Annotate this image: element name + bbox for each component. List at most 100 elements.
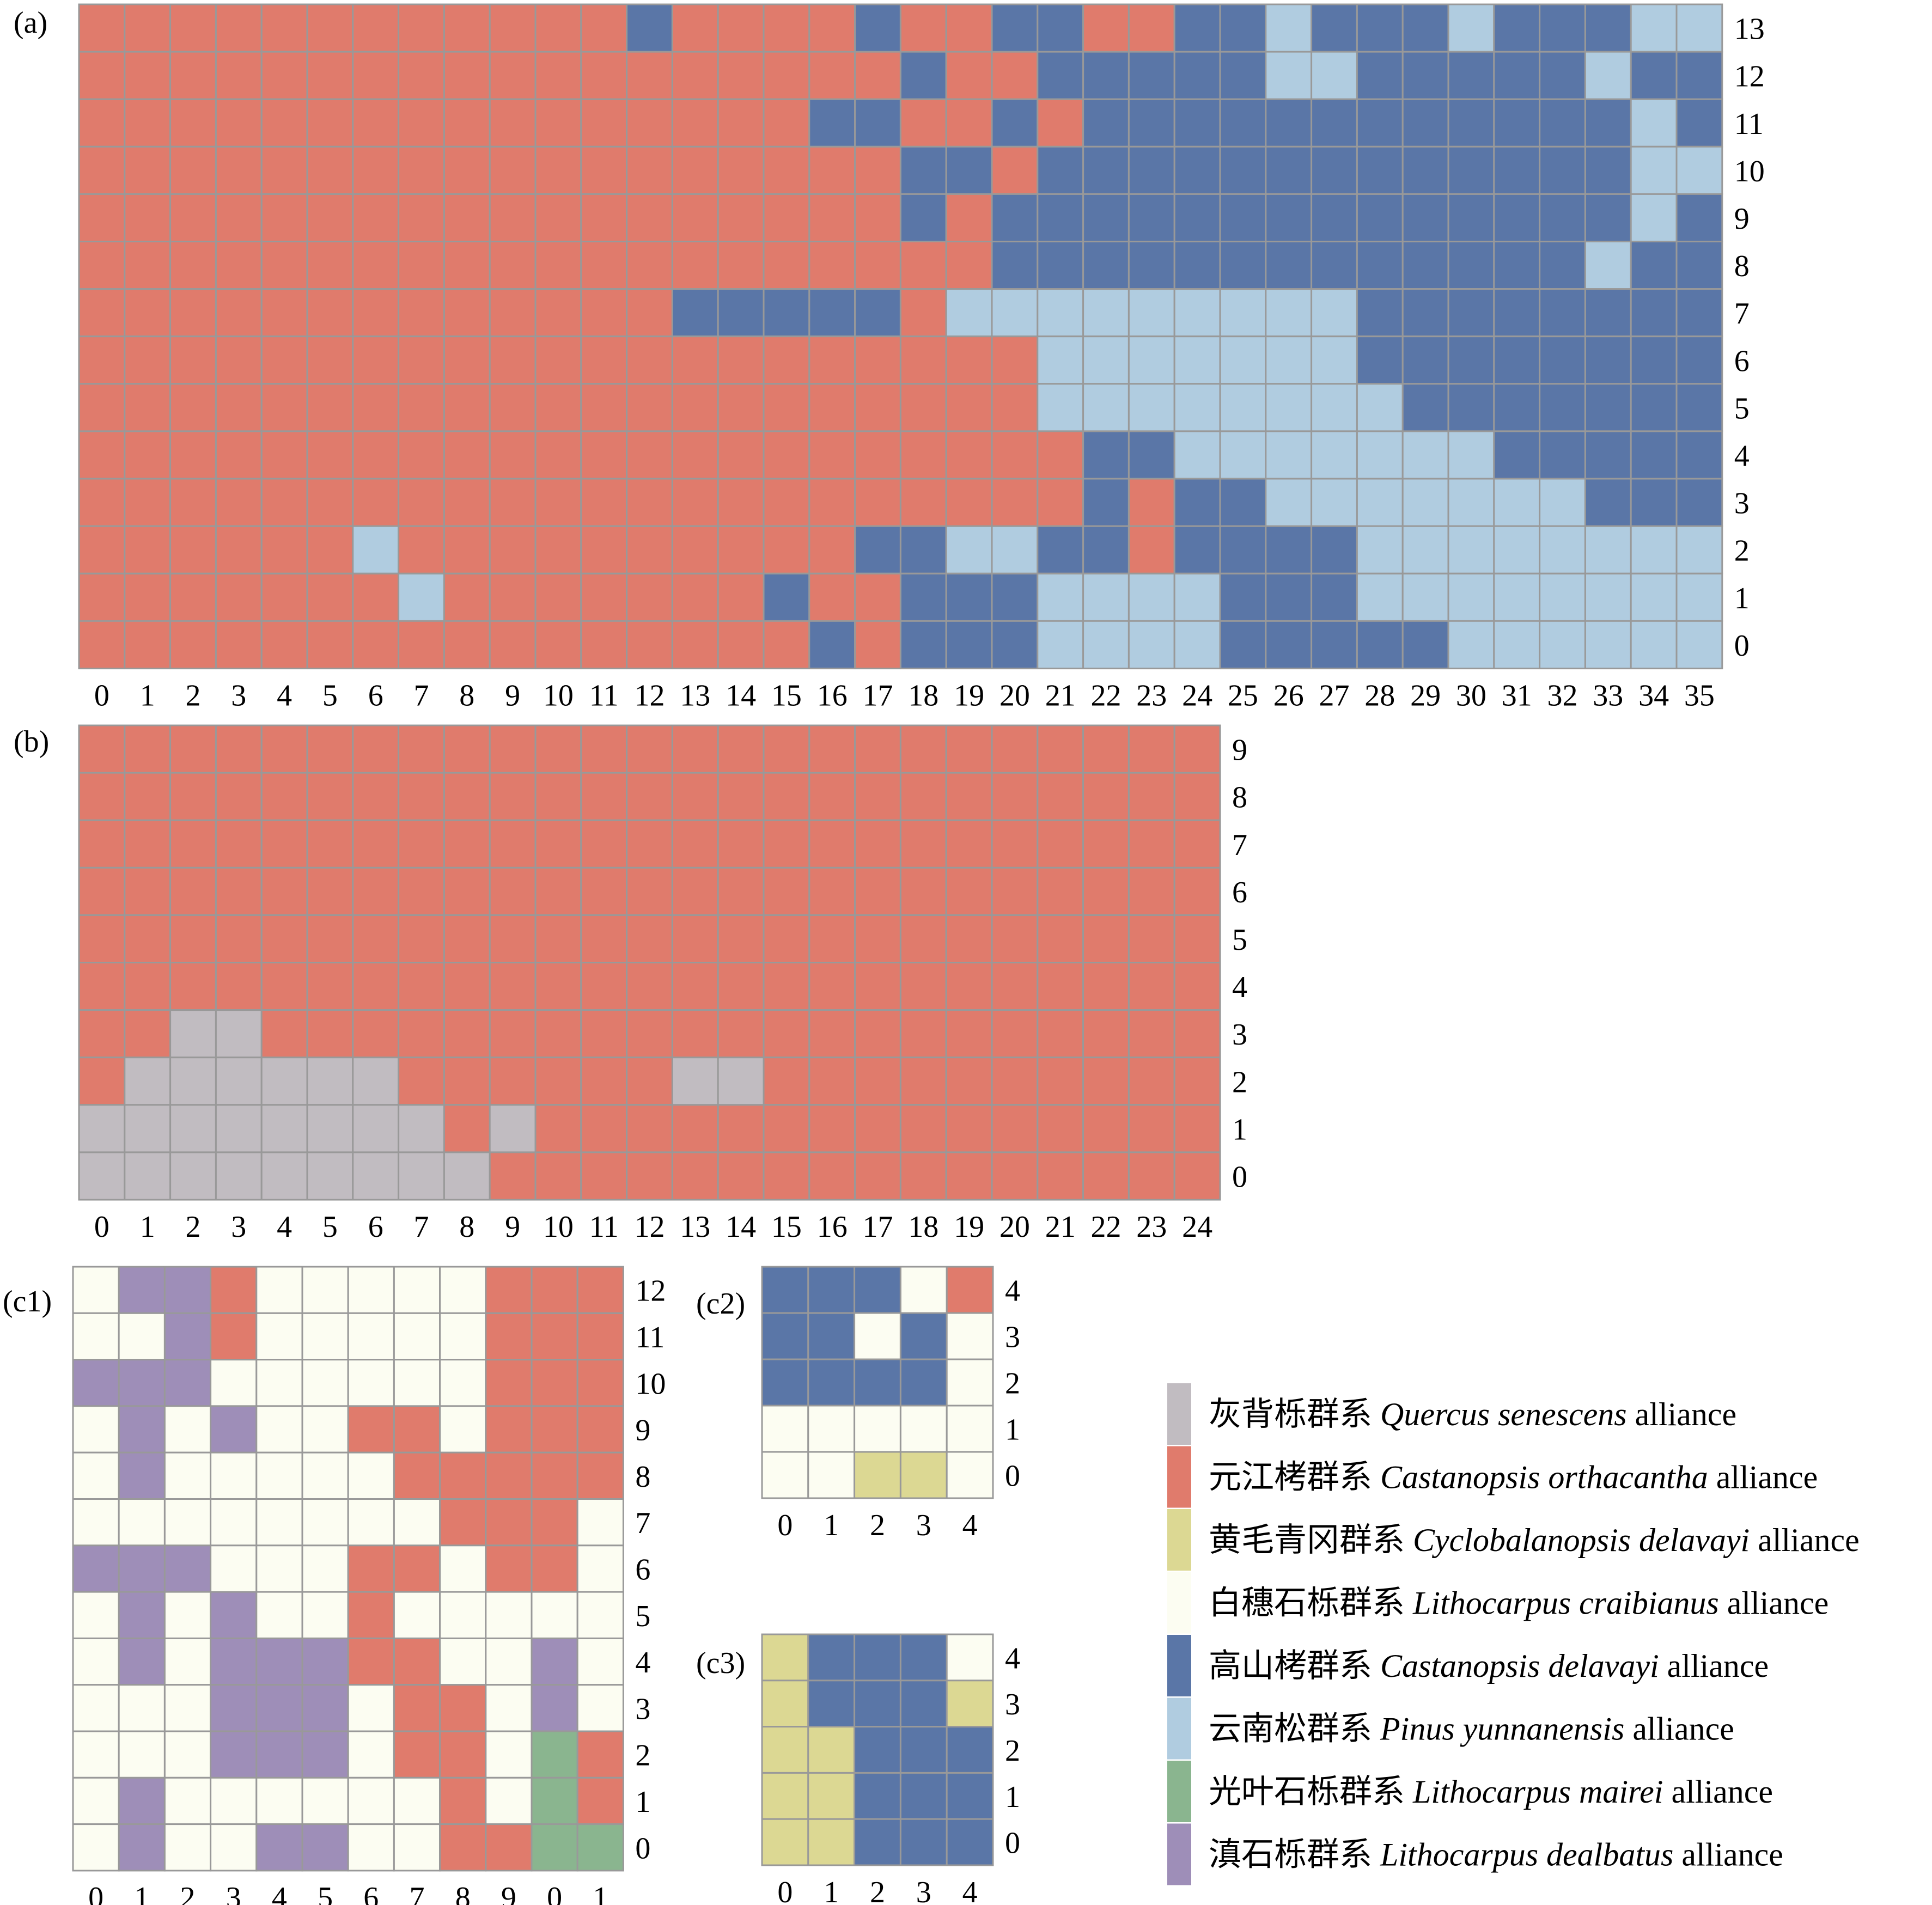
x-tick-label: 0 — [88, 1881, 103, 1905]
heatmap-cell — [485, 1498, 533, 1547]
heatmap-cell — [671, 525, 719, 575]
heatmap-cell — [352, 724, 400, 774]
heatmap-cell — [991, 525, 1039, 575]
heatmap-cell — [854, 51, 901, 100]
heatmap-cell — [260, 478, 308, 527]
x-tick-label: 9 — [505, 1210, 520, 1244]
heatmap-cell — [352, 1151, 400, 1201]
heatmap-cell — [945, 525, 993, 575]
heatmap-cell — [1127, 98, 1175, 148]
heatmap-cell — [1675, 383, 1723, 432]
legend-item: 元江栲群系 Castanopsis orthacantha alliance — [1167, 1446, 1818, 1508]
heatmap-cell — [163, 1823, 212, 1872]
heatmap-cell — [169, 193, 217, 242]
heatmap-cell — [489, 1057, 537, 1106]
heatmap-cell — [580, 193, 628, 242]
heatmap-cell — [761, 1266, 809, 1314]
heatmap-cell — [78, 1151, 126, 1201]
heatmap-cell — [991, 1104, 1039, 1153]
heatmap-cell — [580, 145, 628, 195]
heatmap-cell — [260, 819, 308, 869]
y-tick-label: 2 — [635, 1739, 650, 1773]
heatmap-cell — [489, 962, 537, 1011]
heatmap-cell — [717, 1151, 765, 1201]
heatmap-cell — [1127, 478, 1175, 527]
heatmap-cell — [1082, 98, 1130, 148]
heatmap-cell — [761, 1405, 809, 1453]
legend: 灰背栎群系 Quercus senescens alliance 元江栲群系 Ca… — [1167, 1383, 1860, 1885]
x-tick-label: 27 — [1319, 679, 1350, 712]
heatmap-cell — [991, 288, 1039, 338]
heatmap-cell — [1401, 620, 1449, 669]
panel-label: (c1) — [3, 1285, 52, 1318]
heatmap-cell — [169, 620, 217, 669]
heatmap-cell — [439, 1637, 487, 1686]
heatmap-cell — [306, 724, 354, 774]
heatmap-cell — [1311, 3, 1358, 53]
legend-swatch — [1167, 1823, 1191, 1885]
heatmap-cell — [255, 1544, 303, 1593]
heatmap-cell — [1401, 525, 1449, 575]
x-tick-label: 13 — [680, 679, 710, 712]
heatmap-cell — [443, 98, 491, 148]
heatmap-cell — [260, 383, 308, 432]
heatmap-cell — [763, 383, 810, 432]
heatmap-cell — [991, 383, 1039, 432]
heatmap-cell — [1447, 525, 1495, 575]
heatmap-cell — [72, 1684, 120, 1732]
heatmap-cell — [580, 3, 628, 53]
heatmap-cell — [352, 1104, 400, 1153]
heatmap-cell — [717, 193, 765, 242]
x-tick-label: 28 — [1364, 679, 1395, 712]
heatmap-cell — [899, 819, 947, 869]
heatmap-cell — [717, 866, 765, 916]
heatmap-cell — [124, 962, 172, 1011]
heatmap-cell — [439, 1730, 487, 1779]
x-tick-label: 5 — [322, 679, 338, 712]
heatmap-cell — [260, 620, 308, 669]
heatmap-cell — [717, 772, 765, 821]
heatmap-cell — [169, 525, 217, 575]
heatmap-cell — [854, 1266, 901, 1314]
heatmap-cell — [580, 288, 628, 338]
heatmap-cell — [118, 1823, 166, 1872]
heatmap-cell — [854, 1009, 901, 1059]
heatmap-cell — [485, 1823, 533, 1872]
heatmap-cell — [306, 145, 354, 195]
heatmap-cell — [945, 51, 993, 100]
heatmap-cell — [163, 1637, 212, 1686]
heatmap-cell — [439, 1405, 487, 1454]
heatmap-cell — [899, 3, 947, 53]
heatmap-cell — [443, 478, 491, 527]
heatmap-cell — [854, 572, 901, 622]
heatmap-cell — [1539, 145, 1586, 195]
heatmap-cell — [1356, 620, 1404, 669]
heatmap-cell — [899, 772, 947, 821]
heatmap-cell — [945, 866, 993, 916]
x-tick-label: 1 — [593, 1881, 608, 1905]
heatmap-cell — [78, 772, 126, 821]
heatmap-cell — [169, 819, 217, 869]
heatmap-cell — [808, 772, 856, 821]
heatmap-cell — [854, 525, 901, 575]
heatmap-cell — [439, 1823, 487, 1872]
heatmap-cell — [1127, 819, 1175, 869]
heatmap-cell — [1584, 145, 1632, 195]
heatmap-cell — [443, 193, 491, 242]
heatmap-cell — [78, 98, 126, 148]
heatmap-cell — [489, 98, 537, 148]
heatmap-cell — [1630, 193, 1678, 242]
heatmap-cell — [78, 145, 126, 195]
heatmap-cell — [347, 1730, 395, 1779]
heatmap-cell — [306, 335, 354, 385]
heatmap-cell — [626, 819, 673, 869]
heatmap-cell — [393, 1591, 441, 1639]
heatmap-cell — [443, 430, 491, 480]
x-tick-label: 17 — [863, 1210, 893, 1244]
heatmap-cell — [124, 1104, 172, 1153]
heatmap-cell — [1493, 98, 1541, 148]
heatmap-cell — [124, 819, 172, 869]
heatmap-cell — [808, 51, 856, 100]
heatmap-cell — [534, 98, 582, 148]
heatmap-cell — [945, 335, 993, 385]
